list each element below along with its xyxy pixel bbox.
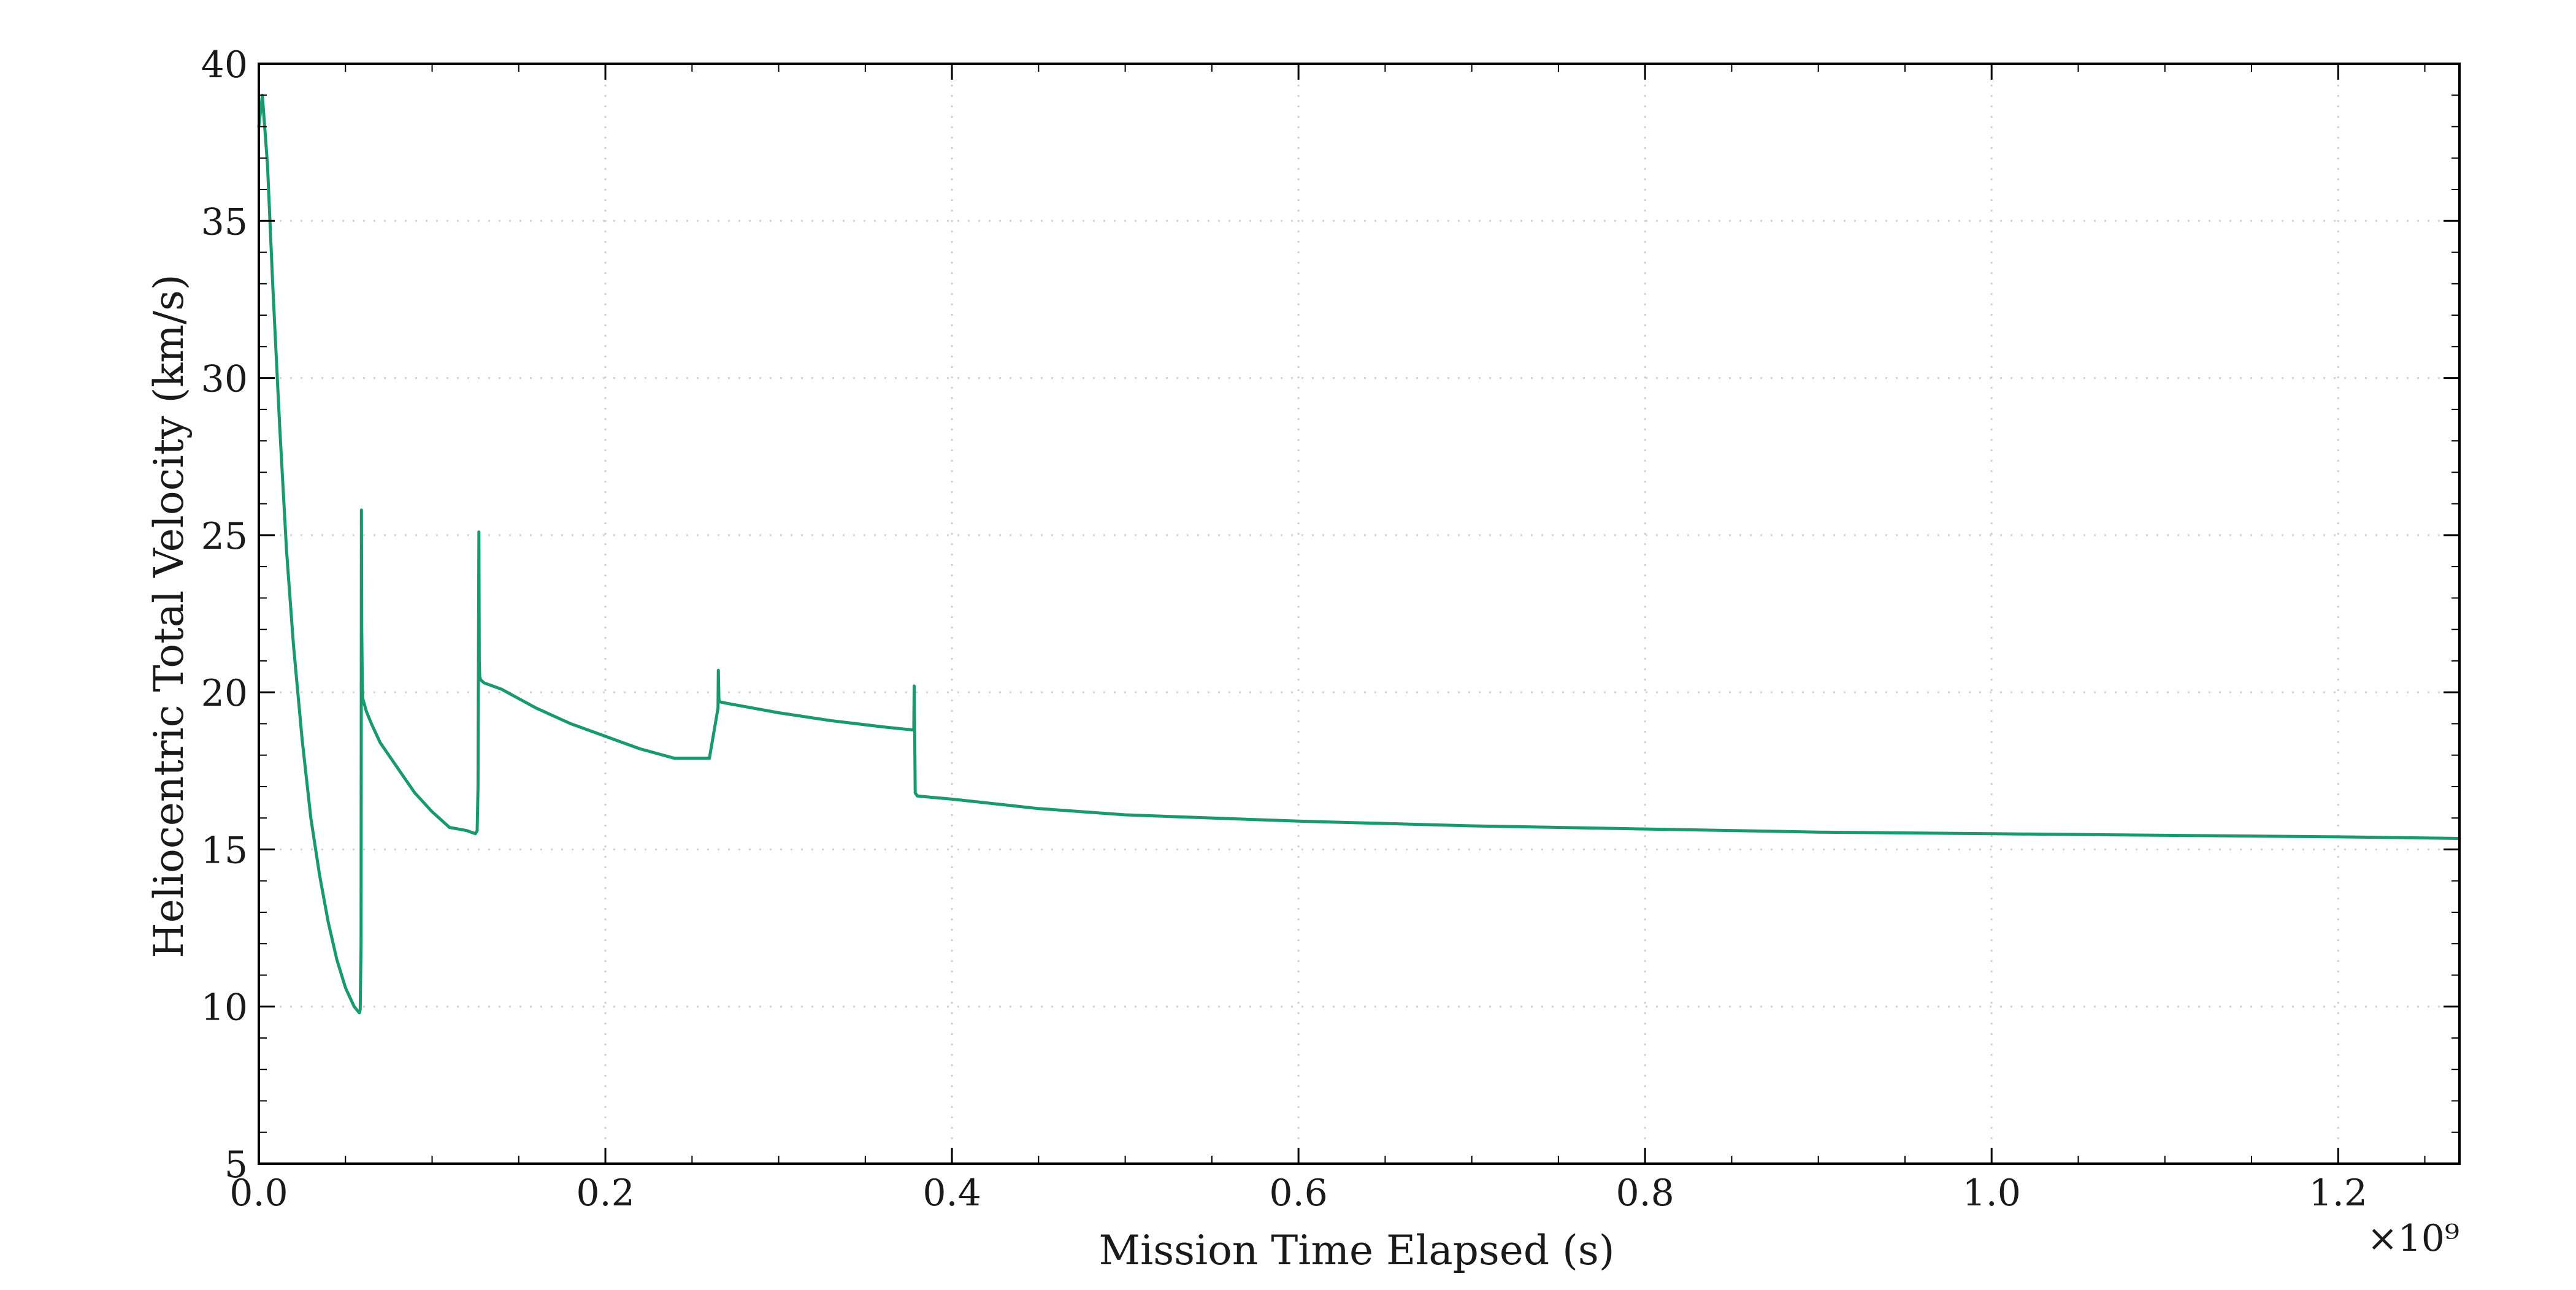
y-axis-label: Heliocentric Total Velocity (km/s) — [145, 274, 193, 958]
velocity-series-line — [257, 93, 2461, 1015]
tick-labels: 0.0 0.2 0.4 0.6 0.8 1.0 1.2 5 10 15 20 25 30 35 40 — [201, 44, 2367, 1215]
x-axis-label: Mission Time Elapsed (s) — [1099, 1227, 1615, 1274]
x-tick-label: 0.6 — [1269, 1172, 1327, 1215]
y-tick-label: 5 — [224, 1143, 248, 1186]
y-tick-label: 40 — [201, 44, 248, 86]
grid-lines — [259, 64, 2459, 1164]
y-tick-label: 25 — [201, 515, 248, 558]
y-tick-label: 15 — [201, 829, 248, 872]
x-axis-scale-multiplier: ×10⁹ — [2367, 1217, 2459, 1260]
x-tick-label: 0.4 — [922, 1172, 981, 1215]
x-tick-label: 1.0 — [1962, 1172, 2020, 1215]
x-tick-label: 0.0 — [229, 1172, 288, 1215]
plot-frame — [258, 63, 2461, 1165]
x-tick-label: 0.2 — [576, 1172, 634, 1215]
series-line-layer — [257, 93, 2461, 1015]
y-tick-label: 30 — [201, 358, 248, 401]
y-tick-label: 10 — [201, 987, 248, 1029]
y-tick-label: 35 — [201, 200, 248, 243]
x-tick-label: 0.8 — [1616, 1172, 1674, 1215]
tick-marks — [258, 63, 2459, 1165]
y-tick-label: 20 — [201, 672, 248, 715]
x-tick-label: 1.2 — [2309, 1172, 2367, 1215]
